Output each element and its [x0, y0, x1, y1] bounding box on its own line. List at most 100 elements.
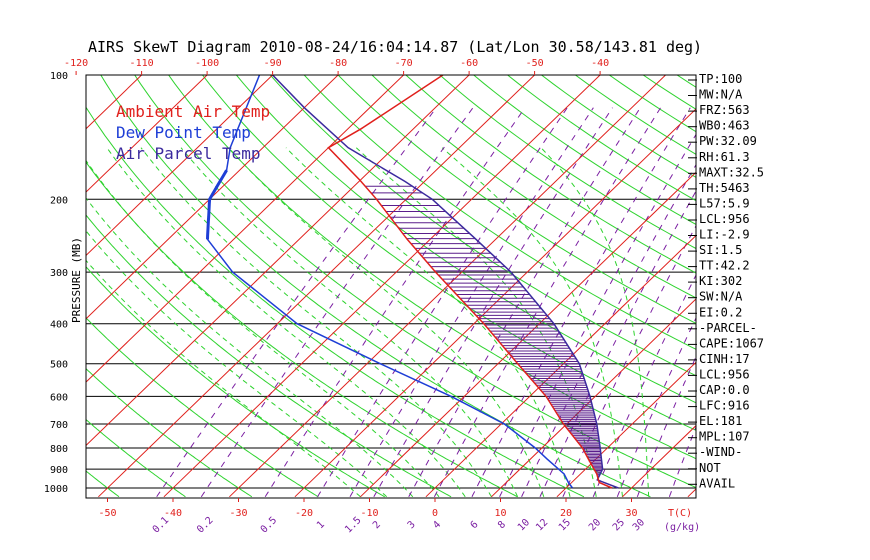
isotherm-line: [86, 75, 274, 257]
isotherm-line: [86, 75, 405, 383]
top-axis-tick-label: -90: [264, 58, 282, 69]
moist-adiabat-line: [285, 147, 571, 497]
mixing-ratio-label: 0.5: [259, 515, 280, 536]
pressure-tick-label: 200: [50, 195, 68, 206]
isotherm-line: [491, 298, 696, 498]
dry-adiabat-line: [86, 266, 385, 498]
mixing-ratio-label: 10: [516, 517, 532, 533]
isotherm-line: [98, 75, 536, 498]
dry-adiabat-line: [235, 75, 696, 404]
legend: Ambient Air Temp Dew Point Temp Air Parcel…: [116, 102, 270, 163]
y-axis-label: PRESSURE (MB): [70, 237, 83, 323]
index-entry: EI:0.2: [699, 305, 742, 319]
mixing-ratio-label: 12: [534, 517, 550, 533]
dry-adiabat-line: [0, 66, 53, 497]
pressure-axis-labels: 100 200 300 400 500 600 700 800 900 1000: [44, 71, 68, 495]
index-entry: AVAIL: [699, 476, 735, 490]
isotherm-line: [86, 75, 208, 193]
dry-adiabat-line: [100, 75, 651, 498]
mixing-ratio-label: 4: [431, 519, 443, 531]
moist-adiabat-line: [86, 159, 440, 498]
pressure-tick-label: 600: [50, 392, 68, 403]
isotherm-line: [163, 75, 601, 498]
dry-adiabat-line: [405, 75, 696, 274]
dry-adiabat-line: [764, 66, 870, 497]
mixing-ratio-label: 8: [496, 519, 508, 531]
top-axis-tick-label: -110: [130, 58, 154, 69]
isotherm-line: [753, 66, 870, 497]
pressure-tick-label: 300: [50, 268, 68, 279]
moist-adiabat-line: [228, 147, 545, 497]
legend-entry: Air Parcel Temp: [116, 144, 261, 163]
dry-adiabat-line: [371, 75, 696, 299]
index-entry: L57:5.9: [699, 196, 750, 210]
bottom-axis-tick-label: -30: [229, 508, 247, 519]
mixing-ratio-line: [373, 107, 613, 498]
dry-adiabat-line: [86, 418, 186, 498]
isotherm-line: [425, 234, 696, 498]
mixing-ratio-line: [349, 107, 594, 498]
dew-point-highlight-line: [206, 169, 228, 240]
dry-adiabat-line: [730, 66, 870, 497]
index-entry: PW:32.09: [699, 134, 757, 148]
index-entry: SW:N/A: [699, 290, 743, 304]
index-entry: RH:61.3: [699, 150, 750, 164]
top-axis-tick-label: -40: [591, 58, 609, 69]
mixing-ratio-line: [264, 107, 526, 498]
top-axis-labels: -120 -110 -100 -90 -80 -70 -60 -50 -40: [64, 58, 609, 69]
mixing-ratio-label: 1: [315, 519, 327, 531]
legend-entry: Ambient Air Temp: [116, 102, 270, 121]
mixing-ratio-label: 3: [406, 519, 418, 531]
sounding-series: [206, 75, 619, 489]
dry-adiabat-line: [337, 75, 696, 325]
dry-adiabat-line: [269, 75, 696, 377]
x-axis-label: T(C): [668, 508, 692, 519]
cape-hatching: [365, 185, 603, 481]
dry-adiabat-line: [86, 368, 253, 498]
index-entry: EL:181: [699, 414, 742, 428]
plot-frame: [75, 71, 697, 502]
dry-adiabat-line: [439, 75, 696, 250]
mixing-ratio-line: [200, 107, 474, 498]
pressure-tick-label: 500: [50, 360, 68, 371]
pressure-tick-label: 800: [50, 444, 68, 455]
moist-adiabat-line: [86, 259, 361, 498]
mixing-ratio-label: 2: [371, 519, 383, 531]
mixing-ratio-labels: 0.1 0.2 0.5 1 1.5 2 3 4 6 8 10 12 15 20 25 30: [151, 515, 647, 536]
isotherm-line: [86, 75, 470, 447]
dry-adiabat-line: [303, 75, 696, 350]
bottom-axis-tick-label: 20: [560, 508, 572, 519]
legend-entry: Dew Point Temp: [116, 123, 251, 142]
index-entry: TT:42.2: [699, 259, 750, 273]
bottom-axis-labels: -50 -40 -30 -20 -10 0 10 20 30: [98, 508, 637, 519]
isotherm-line: [819, 66, 870, 497]
plot-border: [85, 74, 697, 499]
index-entry: LCL:956: [699, 212, 750, 226]
index-entry: LCL:956: [699, 367, 750, 381]
index-entry: CINH:17: [699, 352, 750, 366]
mixing-ratio-unit-label: (g/kg): [664, 522, 700, 533]
mixing-ratio-line: [636, 355, 696, 497]
index-entry: SI:1.5: [699, 243, 742, 257]
top-axis-tick-label: -50: [526, 58, 544, 69]
bottom-axis-tick-label: -40: [164, 508, 182, 519]
dry-adiabat-line: [86, 106, 585, 498]
isotherm-line: [229, 75, 667, 498]
mixing-ratio-label: 6: [469, 519, 481, 531]
dry-adiabat-line: [797, 66, 870, 497]
index-entry: LFC:916: [699, 399, 750, 413]
pressure-tick-label: 1000: [44, 484, 68, 495]
isotherm-line: [556, 361, 696, 498]
index-entry: WB0:463: [699, 119, 750, 133]
bottom-axis-tick-label: -50: [98, 508, 116, 519]
mixing-ratio-label: 30: [631, 517, 647, 533]
top-axis-tick-label: -60: [460, 58, 478, 69]
bottom-axis-tick-label: -10: [360, 508, 378, 519]
chart-title: AIRS SkewT Diagram 2010-08-24/16:04:14.8…: [88, 38, 702, 56]
moist-adiabat-line: [86, 197, 414, 498]
pressure-tick-label: 100: [50, 71, 68, 82]
pressure-tick-label: 900: [50, 465, 68, 476]
ambient-air-temp-line: [327, 75, 613, 489]
index-entry: TH:5463: [699, 181, 750, 195]
